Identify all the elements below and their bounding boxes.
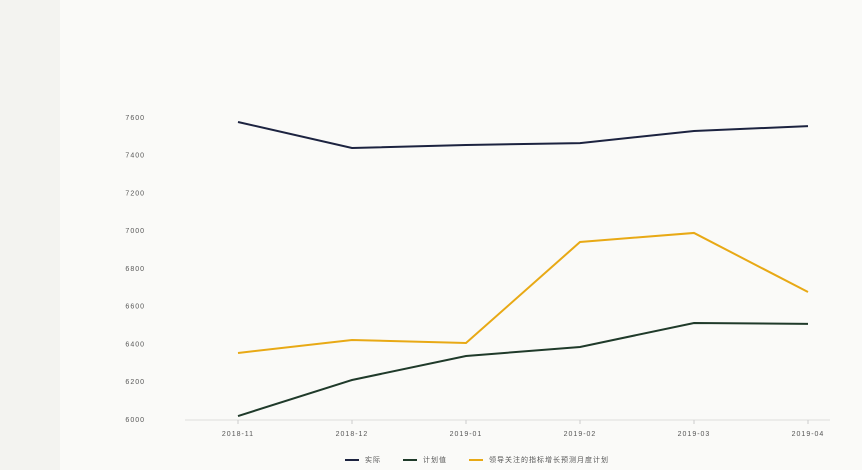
x-tick-label: 2019-04: [792, 431, 825, 438]
y-tick-label: 6200: [125, 379, 145, 386]
x-tick-label: 2018-11: [222, 431, 254, 438]
y-tick-label: 7400: [125, 153, 145, 160]
x-tick-label: 2019-02: [564, 431, 597, 438]
x-tick-label: 2019-01: [450, 431, 483, 438]
y-tick-label: 7600: [125, 115, 145, 122]
y-tick-label: 6000: [125, 417, 145, 424]
y-tick-label: 6600: [125, 304, 145, 311]
y-tick-label: 6400: [125, 341, 145, 348]
legend-label: 领导关注的指标增长预测月度计划: [489, 455, 609, 464]
y-tick-label: 6800: [125, 266, 145, 273]
y-tick-label: 7000: [125, 228, 145, 235]
legend-label: 计划值: [423, 455, 447, 464]
legend-label: 实际: [365, 455, 381, 464]
x-tick-label: 2018-12: [336, 431, 369, 438]
x-tick-label: 2019-03: [678, 431, 711, 438]
y-tick-label: 7200: [125, 190, 145, 197]
series-line: [237, 231, 809, 354]
series-line: [237, 120, 809, 150]
paper: [60, 0, 862, 470]
series-line: [237, 321, 809, 417]
